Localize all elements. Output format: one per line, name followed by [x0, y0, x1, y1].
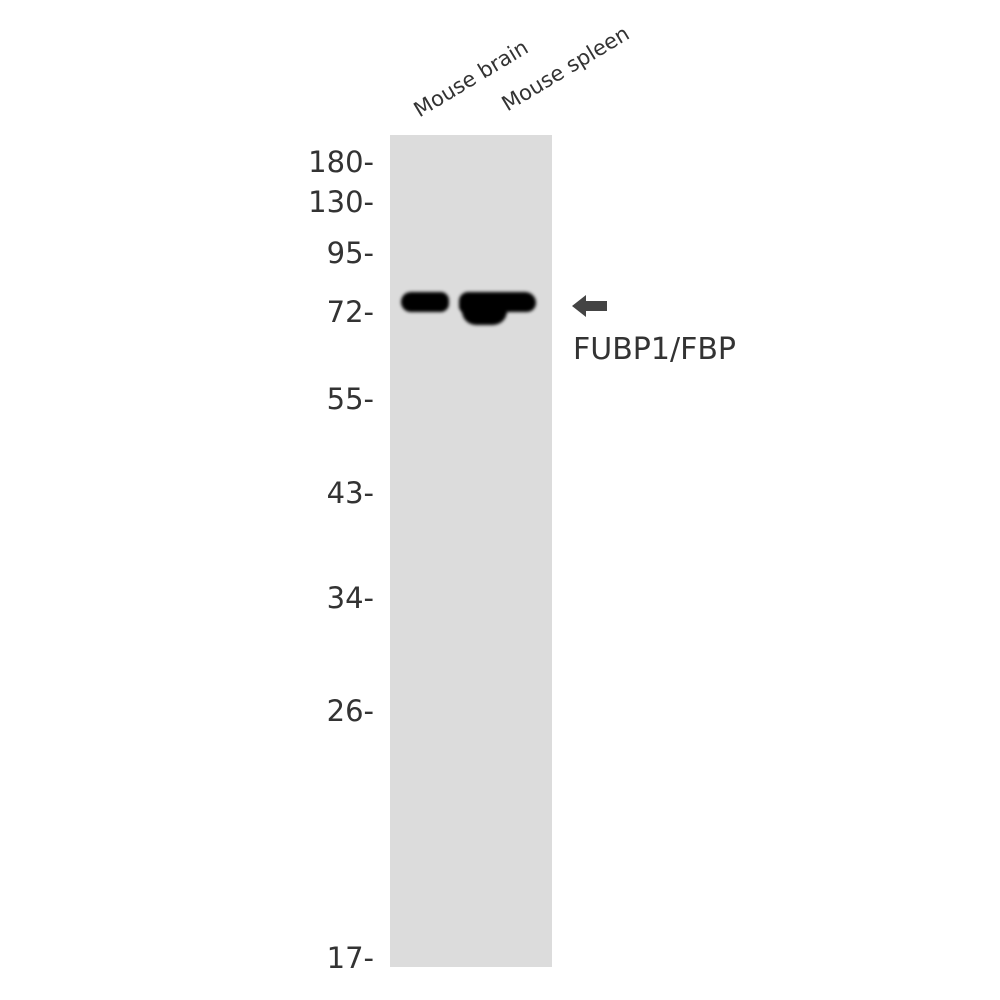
marker-72: 72-: [326, 295, 374, 329]
band-mouse-brain: [401, 292, 449, 312]
marker-34: 34-: [326, 581, 374, 615]
marker-95: 95-: [326, 236, 374, 270]
marker-17: 17-: [326, 941, 374, 975]
band-mouse-spleen-lower: [462, 305, 507, 325]
target-protein-label: FUBP1/FBP: [573, 332, 737, 367]
marker-26: 26-: [326, 694, 374, 728]
blot-membrane: [390, 135, 552, 967]
marker-43: 43-: [326, 476, 374, 510]
marker-130: 130-: [308, 185, 374, 219]
marker-55: 55-: [326, 382, 374, 416]
arrow-left-icon: [572, 295, 607, 317]
marker-180: 180-: [308, 145, 374, 179]
